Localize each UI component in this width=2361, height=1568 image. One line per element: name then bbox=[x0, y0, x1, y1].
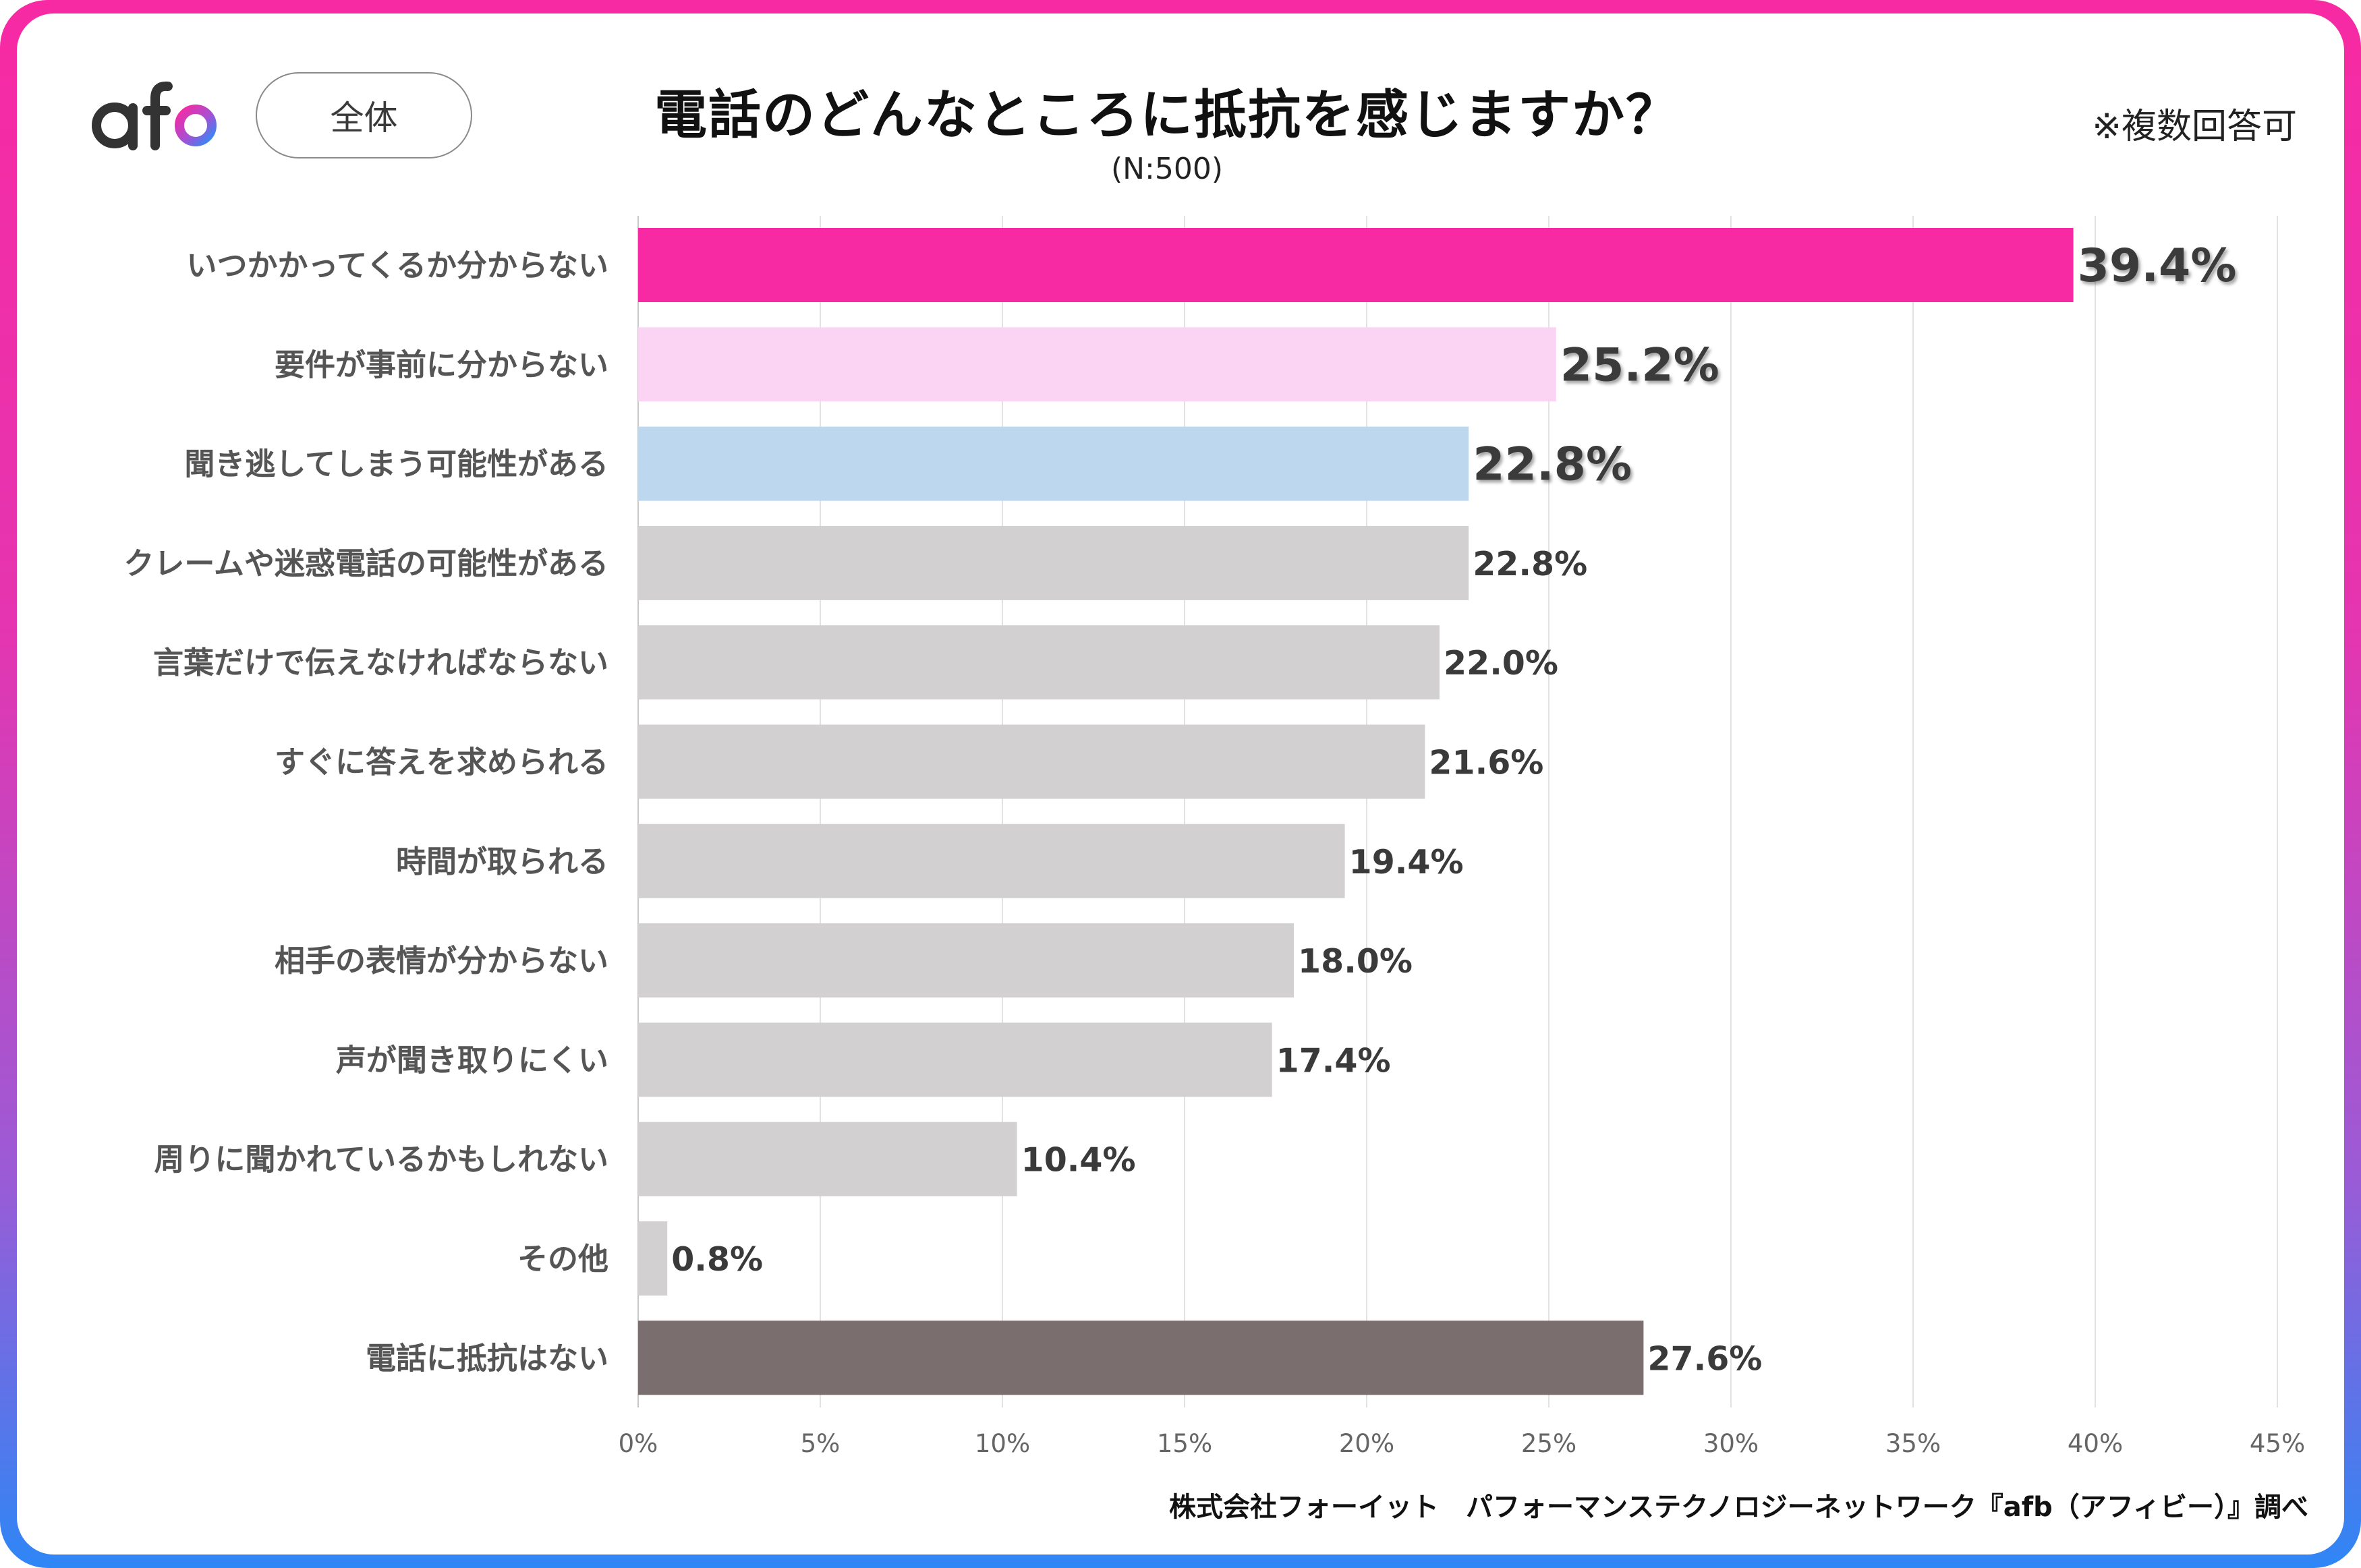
bar bbox=[638, 1022, 1272, 1097]
data-label: 18.0% bbox=[1298, 942, 1413, 981]
data-label: 17.4% bbox=[1276, 1041, 1391, 1080]
x-tick-label: 20% bbox=[1339, 1429, 1394, 1458]
bar bbox=[638, 923, 1294, 998]
data-label: 25.2% bbox=[1560, 339, 1719, 392]
afb-logo bbox=[92, 69, 217, 150]
category-label: 時間が取られる bbox=[396, 844, 608, 879]
data-label: 21.6% bbox=[1429, 744, 1543, 782]
x-tick-label: 40% bbox=[2068, 1429, 2123, 1458]
chart-title: 電話のどんなところに抵抗を感じますか？ bbox=[654, 85, 1680, 146]
bar bbox=[638, 228, 2074, 302]
data-label: 10.4% bbox=[1021, 1141, 1136, 1180]
sample-size: (N:500) bbox=[1110, 152, 1224, 186]
bar bbox=[638, 823, 1345, 898]
data-label: 22.8% bbox=[1473, 545, 1587, 583]
bar bbox=[638, 426, 1469, 501]
gridlines bbox=[637, 216, 2278, 1407]
x-tick-label: 15% bbox=[1157, 1429, 1212, 1458]
x-axis-ticks: 0% 5% 10% 15% 20% 25% 30% 35% 40% 45% bbox=[619, 1429, 2305, 1458]
bar bbox=[638, 724, 1425, 799]
category-labels: いつかかってくるか分からない要件が事前に分からない聞き逃してしまう可能性があるク… bbox=[123, 248, 608, 1376]
bar bbox=[638, 625, 1440, 700]
category-label: クレームや迷惑電話の可能性がある bbox=[123, 546, 608, 581]
x-tick-label: 10% bbox=[975, 1429, 1030, 1458]
bars bbox=[638, 228, 2074, 1395]
category-label: その他 bbox=[517, 1241, 608, 1277]
x-tick-label: 30% bbox=[1703, 1429, 1759, 1458]
data-label: 39.4% bbox=[2078, 239, 2237, 293]
category-label: 言葉だけで伝えなければならない bbox=[153, 645, 608, 680]
data-labels: 39.4% 25.2% 22.8% 22.8% 22.0% 21.6% 19.4% 18.0%… bbox=[671, 239, 2236, 1378]
category-label: 周りに聞かれているかもしれない bbox=[154, 1142, 608, 1178]
data-label: 19.4% bbox=[1349, 843, 1464, 881]
source-credit: 株式会社フォーイット パフォーマンステクノロジーネットワーク『afb（アフィビー… bbox=[1168, 1492, 2308, 1523]
bar bbox=[638, 327, 1556, 402]
bar bbox=[638, 1122, 1017, 1196]
segment-pill: 全体 bbox=[256, 72, 472, 158]
category-label: 声が聞き取りにくい bbox=[336, 1042, 608, 1078]
data-label: 0.8% bbox=[671, 1240, 763, 1279]
category-label: すぐに答えを求められる bbox=[275, 745, 608, 780]
data-label: 27.6% bbox=[1647, 1339, 1762, 1378]
bar bbox=[638, 1320, 1644, 1395]
data-label: 22.8% bbox=[1473, 438, 1632, 492]
category-label: 相手の表情が分からない bbox=[275, 943, 608, 979]
bar bbox=[638, 1221, 668, 1296]
category-label: いつかかってくるか分からない bbox=[186, 248, 608, 283]
x-tick-label: 45% bbox=[2250, 1429, 2305, 1458]
category-label: 電話に抵抗はない bbox=[366, 1340, 608, 1376]
x-tick-label: 25% bbox=[1521, 1429, 1576, 1458]
category-label: 要件が事前に分からない bbox=[275, 347, 608, 382]
x-tick-label: 5% bbox=[801, 1429, 841, 1458]
x-tick-label: 35% bbox=[1885, 1429, 1941, 1458]
category-label: 聞き逃してしまう可能性がある bbox=[184, 446, 608, 482]
multiple-answer-note: ※複数回答可 bbox=[2092, 107, 2297, 147]
x-tick-label: 0% bbox=[619, 1429, 658, 1458]
segment-pill-label: 全体 bbox=[330, 98, 398, 138]
bar bbox=[638, 525, 1469, 600]
data-label: 22.0% bbox=[1444, 644, 1558, 683]
